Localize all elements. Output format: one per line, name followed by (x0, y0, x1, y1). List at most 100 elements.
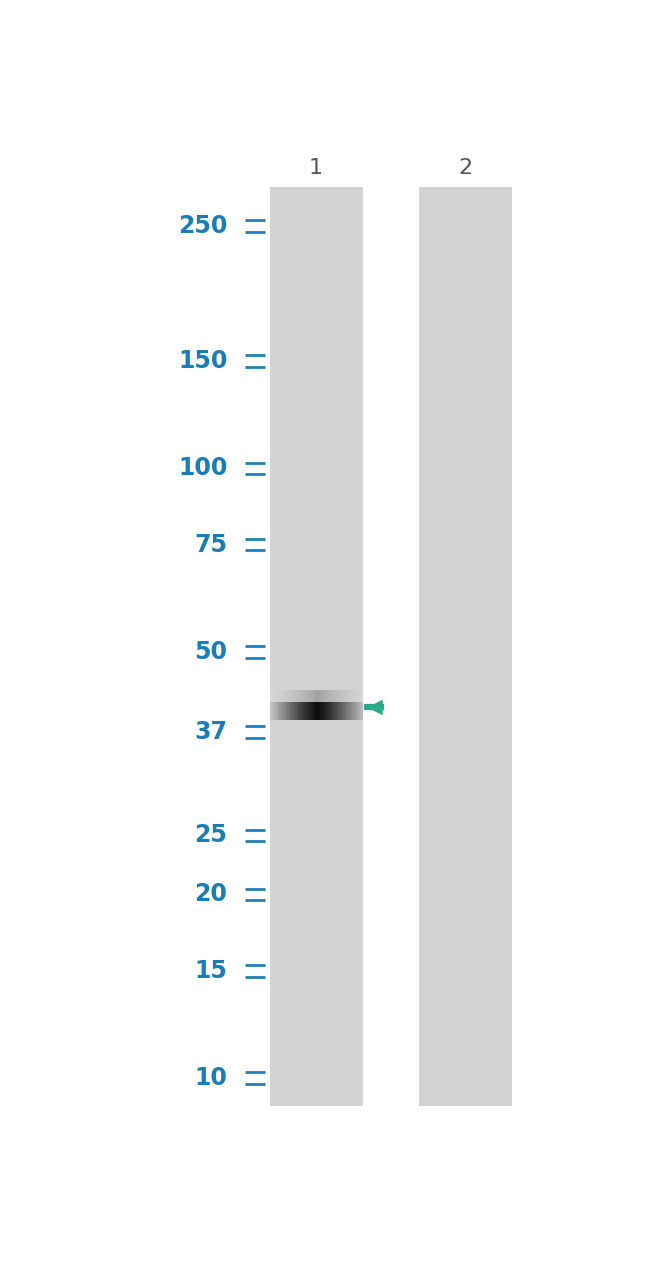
Bar (317, 691, 318, 702)
Bar (335, 691, 337, 702)
Bar (332, 691, 334, 702)
Bar (334, 702, 335, 720)
Bar (270, 691, 272, 702)
Bar (349, 691, 351, 702)
Bar (320, 691, 321, 702)
Bar (303, 702, 304, 720)
Bar (293, 702, 295, 720)
Bar (295, 702, 296, 720)
Bar (340, 702, 342, 720)
Bar (270, 187, 363, 1106)
Bar (329, 691, 331, 702)
Bar (283, 702, 284, 720)
Bar (351, 691, 352, 702)
Bar (286, 702, 287, 720)
Bar (419, 187, 512, 1106)
Bar (317, 702, 318, 720)
Bar (343, 691, 344, 702)
Bar (349, 702, 351, 720)
Bar (331, 691, 332, 702)
Bar (348, 702, 349, 720)
Bar (343, 702, 344, 720)
Bar (270, 702, 272, 720)
Bar (342, 702, 343, 720)
Bar (339, 691, 340, 702)
Bar (335, 702, 337, 720)
Bar (292, 691, 293, 702)
Bar (359, 702, 360, 720)
Bar (315, 702, 317, 720)
Bar (326, 702, 328, 720)
Bar (360, 691, 362, 702)
Bar (284, 702, 286, 720)
Text: 75: 75 (194, 532, 228, 556)
Bar (293, 691, 295, 702)
Bar (362, 702, 363, 720)
Bar (289, 691, 291, 702)
Bar (356, 691, 357, 702)
Bar (276, 702, 278, 720)
Bar (300, 702, 301, 720)
Text: 100: 100 (178, 456, 228, 480)
Bar (311, 691, 312, 702)
Bar (275, 702, 276, 720)
Bar (298, 702, 300, 720)
Bar (307, 702, 309, 720)
Bar (357, 691, 359, 702)
Bar (309, 702, 311, 720)
Bar (275, 691, 276, 702)
Bar (309, 691, 311, 702)
Bar (287, 691, 289, 702)
Bar (280, 691, 281, 702)
Text: 20: 20 (194, 883, 228, 907)
Bar (295, 691, 296, 702)
Bar (351, 702, 352, 720)
Bar (328, 702, 329, 720)
Bar (321, 702, 323, 720)
Bar (287, 702, 289, 720)
Bar (334, 691, 335, 702)
Bar (318, 702, 320, 720)
Bar (289, 702, 291, 720)
Bar (281, 702, 283, 720)
Bar (312, 691, 314, 702)
Bar (314, 691, 315, 702)
Bar (326, 691, 328, 702)
Bar (346, 702, 348, 720)
Bar (331, 702, 332, 720)
Bar (301, 702, 303, 720)
Bar (304, 702, 306, 720)
Bar (324, 702, 326, 720)
Bar (346, 691, 348, 702)
Bar (306, 702, 307, 720)
Text: 1: 1 (309, 157, 322, 178)
Bar (298, 691, 300, 702)
Bar (292, 702, 293, 720)
Bar (273, 691, 275, 702)
Bar (276, 691, 278, 702)
Bar (360, 702, 362, 720)
Text: 150: 150 (178, 349, 228, 373)
Bar (311, 702, 312, 720)
Bar (328, 691, 329, 702)
Bar (352, 691, 354, 702)
Bar (303, 691, 304, 702)
Bar (306, 691, 307, 702)
Bar (324, 691, 326, 702)
Bar (332, 702, 334, 720)
Bar (344, 702, 346, 720)
Bar (281, 691, 283, 702)
Bar (278, 702, 280, 720)
Bar (280, 702, 281, 720)
Bar (304, 691, 306, 702)
Text: 50: 50 (194, 640, 228, 664)
Bar (312, 702, 314, 720)
Bar (362, 691, 363, 702)
Text: 15: 15 (194, 959, 228, 983)
Text: 37: 37 (194, 720, 228, 744)
Text: 2: 2 (458, 157, 472, 178)
Bar (291, 702, 292, 720)
Bar (284, 691, 286, 702)
Bar (329, 702, 331, 720)
Bar (356, 702, 357, 720)
